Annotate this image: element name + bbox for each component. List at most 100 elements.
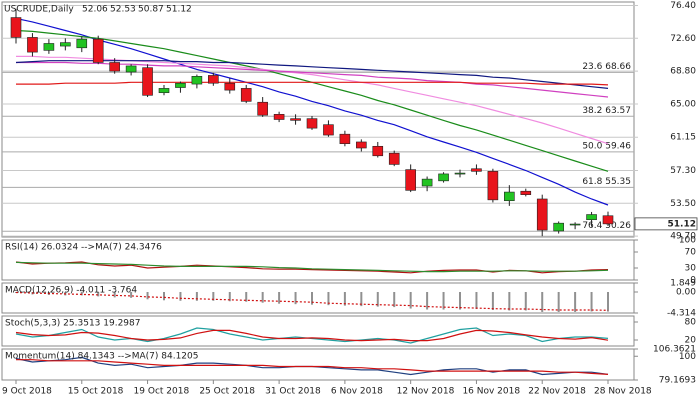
candle-body (142, 67, 153, 96)
macd-bar (491, 292, 494, 311)
macd-bar (163, 292, 165, 301)
y-tick-label: 106.3621 (653, 345, 696, 355)
macd-bar (574, 292, 577, 312)
candle-body (586, 214, 597, 221)
fib-label: 61.8 55.35 (582, 177, 631, 187)
macd-bar (426, 292, 429, 310)
x-tick-label: 19 Oct 2018 (134, 387, 190, 397)
candle-body (405, 169, 416, 191)
macd-bar (409, 292, 412, 309)
price-tag (634, 217, 698, 231)
candle-body (43, 43, 55, 51)
signal-line (15, 291, 609, 311)
candle-body (602, 215, 614, 225)
header-value: 52.53 (110, 5, 136, 15)
candle-body (257, 101, 268, 116)
macd-bar (278, 292, 281, 304)
macd-bar (311, 292, 313, 305)
y-tick-label: 80 (685, 318, 697, 328)
y-tick-label: 57.30 (670, 166, 696, 176)
candle-body (125, 65, 137, 73)
candle-body (438, 173, 449, 182)
panel-frame (1, 1, 635, 238)
fib-label: 76.4 50.26 (582, 221, 631, 231)
indicator-title: RSI(14) 26.0324 -->MA(7) 24.3476 (5, 243, 162, 253)
y-tick-label: 53.50 (670, 199, 696, 209)
x-tick-label: 16 Nov 2018 (462, 387, 520, 397)
candle-body (520, 190, 532, 195)
macd-bar (15, 292, 17, 293)
header-value: 50.87 (138, 5, 164, 15)
y-tick-label: 70 (685, 248, 697, 258)
candle-body (356, 141, 367, 149)
y-tick-label: 0 (690, 276, 696, 286)
candle-body (27, 37, 38, 53)
candle-body (504, 191, 515, 202)
candle-body (569, 223, 581, 226)
candle-body (109, 62, 120, 72)
panel-frame (1, 315, 635, 347)
candle-body (92, 38, 104, 63)
macd-bar (557, 292, 560, 312)
indicator-line (15, 261, 609, 273)
macd-bar (508, 292, 511, 311)
macd-bar (360, 292, 363, 307)
candle-body (158, 88, 170, 94)
x-tick-label: 12 Nov 2018 (397, 387, 455, 397)
macd-bar (541, 292, 544, 312)
candle-body (306, 118, 318, 129)
y-tick-label: 100 (679, 352, 696, 362)
y-tick-label: 30 (685, 264, 697, 274)
candle-body (536, 198, 548, 231)
x-tick-label: 25 Oct 2018 (199, 387, 255, 397)
macd-bar (590, 292, 593, 312)
candle-body (454, 172, 466, 175)
macd-bar (261, 292, 264, 303)
candle-body (10, 17, 22, 38)
candle-body (240, 88, 252, 102)
y-tick-label: 79.1693 (659, 376, 696, 386)
x-tick-label: 28 Nov 2018 (594, 387, 652, 397)
header-value: 52.06 (82, 5, 108, 15)
y-tick-label: 76.40 (670, 1, 696, 11)
candle-body (487, 171, 499, 201)
panel-frame (1, 239, 635, 281)
macd-bar (113, 292, 116, 298)
candle-body (553, 222, 564, 232)
macd-bar (97, 292, 100, 297)
panel-frame (1, 282, 635, 314)
indicator-title: MACD(12,26,9) -4.011 -3.764 (5, 286, 137, 296)
fib-label: 50.0 59.46 (582, 141, 631, 151)
candle-body (339, 133, 351, 144)
indicator-title: Momentum(14) 84.1343 -->MA(7) 84.1205 (5, 352, 198, 362)
macd-bar (228, 292, 231, 302)
macd-bar (475, 292, 478, 310)
y-tick-label: 68.80 (670, 67, 696, 77)
x-tick-label: 15 Oct 2018 (68, 387, 124, 397)
candle-body (60, 42, 71, 47)
y-tick-label: 0.00 (676, 288, 696, 298)
macd-bar (393, 292, 396, 308)
x-tick-label: 22 Nov 2018 (528, 387, 586, 397)
y-tick-label: 61.15 (670, 133, 696, 143)
chart-title: USCRUDE,Daily (4, 5, 74, 15)
macd-bar (212, 292, 215, 301)
candle-body (175, 82, 186, 88)
macd-bar (195, 292, 198, 301)
candle-body (323, 124, 334, 136)
x-tick-label: 9 Oct 2018 (2, 387, 52, 397)
macd-bar (146, 292, 149, 300)
indicator-line (15, 329, 609, 342)
y-tick-label: 72.60 (670, 34, 696, 44)
y-tick-label: -4.314 (667, 309, 696, 319)
macd-bar (130, 292, 133, 298)
macd-bar (245, 292, 248, 302)
candle-body (273, 114, 285, 120)
y-tick-label: 20 (685, 336, 697, 346)
macd-bar (459, 292, 461, 310)
candle-body (421, 178, 433, 187)
y-tick-label: 65.00 (670, 99, 696, 109)
x-tick-label: 6 Nov 2018 (331, 387, 383, 397)
header-value: 51.12 (166, 5, 192, 15)
